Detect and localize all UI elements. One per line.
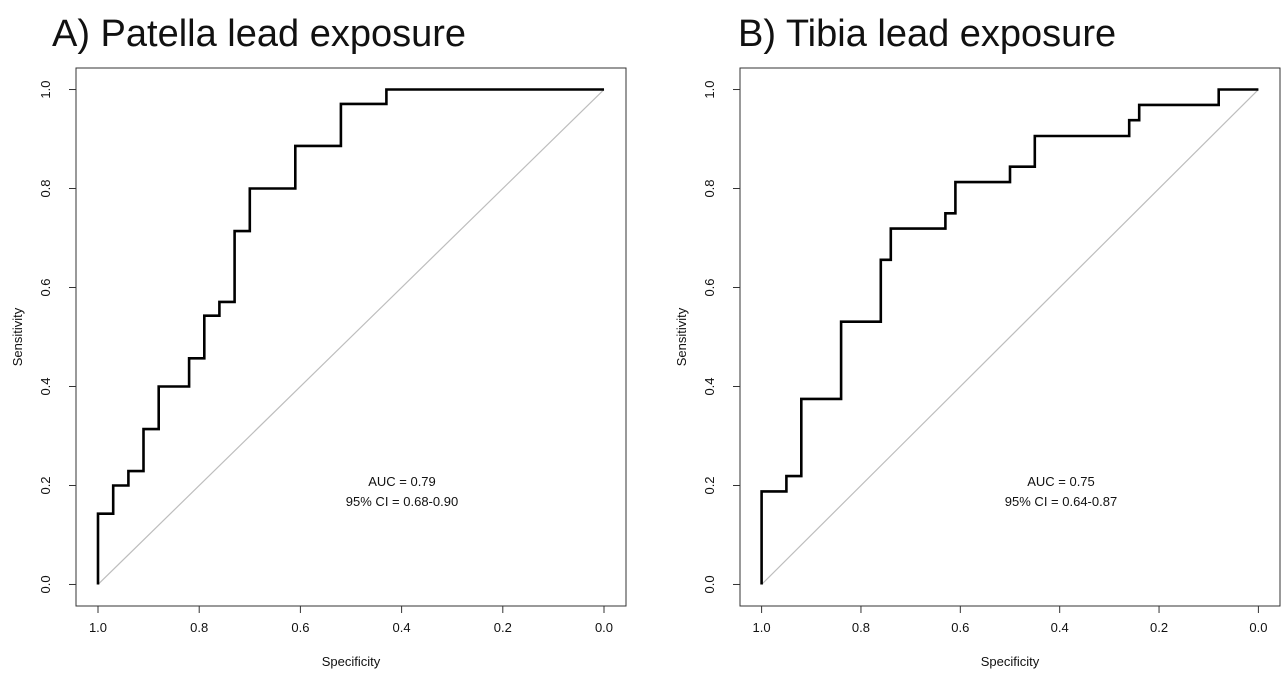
x-tick-label: 0.4 xyxy=(1051,620,1069,635)
y-tick-label: 0.0 xyxy=(38,575,53,593)
reference-diagonal-line xyxy=(97,89,605,585)
y-tick-label: 0.4 xyxy=(38,377,53,395)
chart-panel-a: A) Patella lead exposure 1.0 0.8 0.6 0.4 0.2 0… xyxy=(10,13,627,669)
y-tick-label: 0.0 xyxy=(702,575,717,593)
roc-curve-line xyxy=(760,88,1259,585)
auc-annotation: AUC = 0.79 xyxy=(368,474,436,489)
y-axis-label: Sensitivity xyxy=(674,307,689,366)
chart-panel-b: B) Tibia lead exposure 1.0 0.8 0.6 0.4 0.2 0.0… xyxy=(674,13,1281,669)
x-tick-label: 0.4 xyxy=(393,620,411,635)
x-tick-label: 0.6 xyxy=(951,620,969,635)
x-axis-label: Specificity xyxy=(322,654,381,669)
ci-annotation: 95% CI = 0.64-0.87 xyxy=(1005,494,1117,509)
ci-annotation: 95% CI = 0.68-0.90 xyxy=(346,494,458,509)
y-tick-label: 1.0 xyxy=(702,80,717,98)
chart-title: A) Patella lead exposure xyxy=(52,13,466,55)
y-tick-label: 0.6 xyxy=(702,278,717,296)
x-tick-label: 1.0 xyxy=(753,620,771,635)
y-tick-label: 0.2 xyxy=(702,476,717,494)
x-tick-label: 0.6 xyxy=(291,620,309,635)
chart-title: B) Tibia lead exposure xyxy=(738,13,1116,55)
x-tick-label: 0.8 xyxy=(190,620,208,635)
reference-diagonal-line xyxy=(761,89,1259,585)
y-tick-label: 0.4 xyxy=(702,377,717,395)
x-tick-label: 0.0 xyxy=(595,620,613,635)
y-tick-label: 0.8 xyxy=(702,179,717,197)
x-tick-label: 0.2 xyxy=(1150,620,1168,635)
x-tick-label: 0.8 xyxy=(852,620,870,635)
y-axis-label: Sensitivity xyxy=(10,307,25,366)
auc-annotation: AUC = 0.75 xyxy=(1027,474,1095,489)
y-tick-label: 0.8 xyxy=(38,179,53,197)
x-axis-label: Specificity xyxy=(981,654,1040,669)
x-tick-label: 1.0 xyxy=(89,620,107,635)
x-tick-label: 0.0 xyxy=(1249,620,1267,635)
y-tick-label: 0.6 xyxy=(38,278,53,296)
y-tick-label: 1.0 xyxy=(38,80,53,98)
y-tick-label: 0.2 xyxy=(38,476,53,494)
roc-curve-line xyxy=(96,88,604,585)
x-tick-label: 0.2 xyxy=(494,620,512,635)
